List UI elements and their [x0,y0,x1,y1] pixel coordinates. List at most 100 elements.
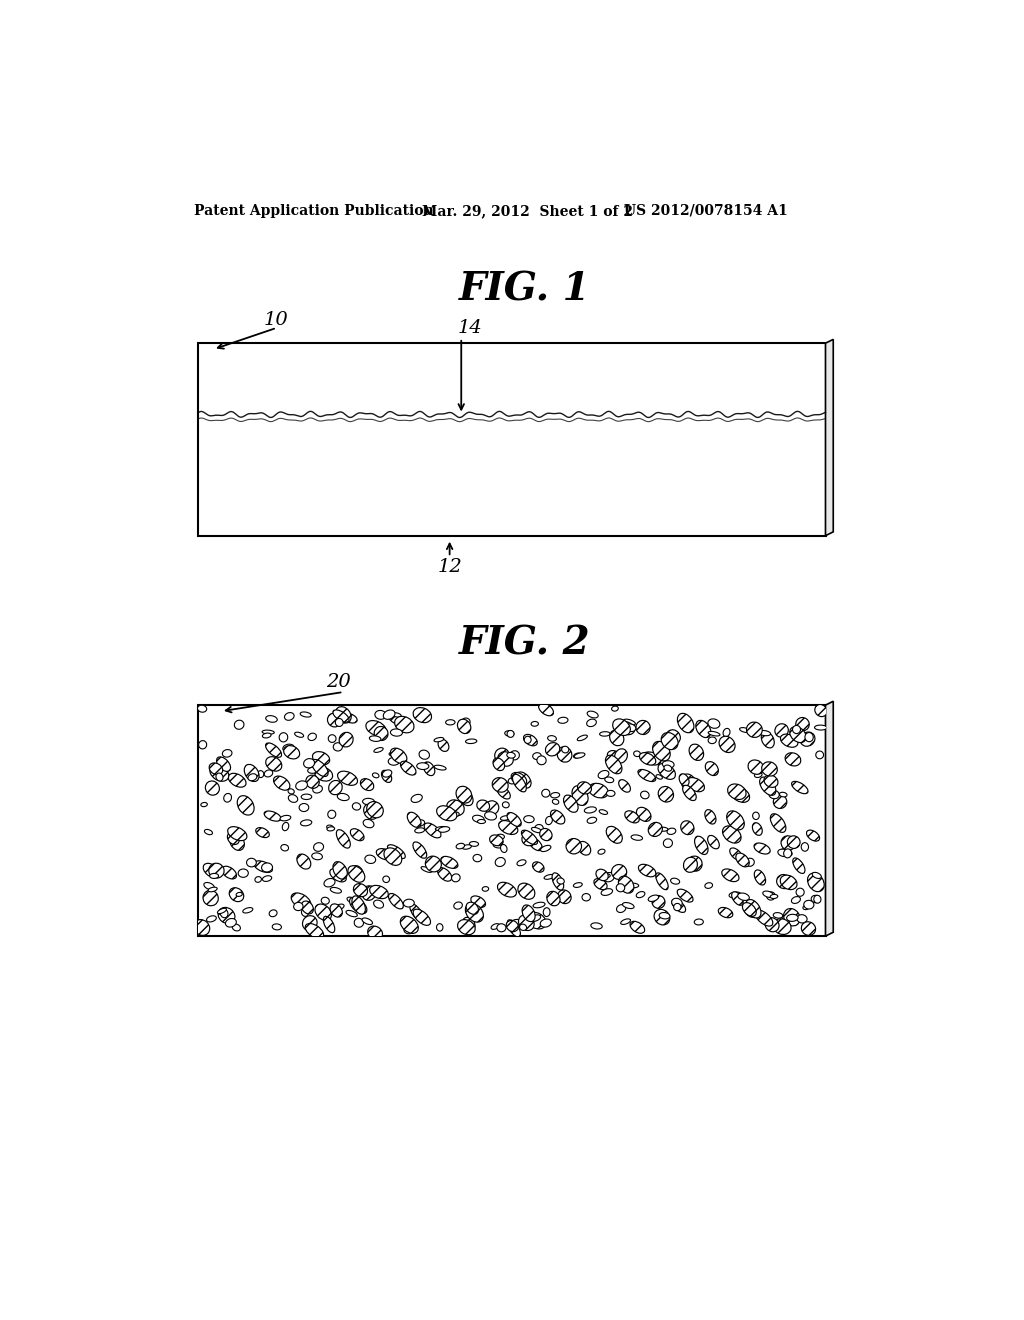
Ellipse shape [720,393,728,400]
Ellipse shape [814,363,823,372]
Ellipse shape [628,883,639,888]
Ellipse shape [337,793,349,801]
Ellipse shape [257,488,278,507]
Ellipse shape [291,503,304,520]
Ellipse shape [281,845,289,851]
Ellipse shape [728,389,739,397]
Ellipse shape [301,909,308,916]
Ellipse shape [761,500,777,517]
Ellipse shape [516,385,527,393]
Ellipse shape [360,779,374,791]
Ellipse shape [728,784,746,800]
Ellipse shape [256,351,267,360]
Ellipse shape [779,792,787,797]
Ellipse shape [434,436,449,447]
Ellipse shape [328,713,341,727]
Ellipse shape [680,356,693,366]
Ellipse shape [336,359,345,367]
Ellipse shape [392,397,399,403]
Ellipse shape [254,459,269,474]
Ellipse shape [790,726,806,743]
Ellipse shape [687,395,699,401]
Ellipse shape [210,874,218,878]
Ellipse shape [237,516,250,529]
Ellipse shape [572,785,588,805]
Ellipse shape [347,898,357,903]
Ellipse shape [652,742,670,760]
Ellipse shape [817,400,825,409]
Ellipse shape [362,380,374,387]
Ellipse shape [778,849,788,857]
Ellipse shape [583,351,593,356]
Ellipse shape [411,795,422,803]
Ellipse shape [340,345,350,354]
Ellipse shape [769,791,779,799]
Ellipse shape [223,400,234,409]
Ellipse shape [507,920,520,937]
Ellipse shape [477,800,489,812]
Ellipse shape [729,892,741,898]
Ellipse shape [677,444,691,459]
Ellipse shape [282,473,302,492]
Ellipse shape [390,857,397,861]
Ellipse shape [413,708,431,722]
Ellipse shape [701,372,712,381]
Ellipse shape [764,367,774,376]
Ellipse shape [628,370,636,378]
Ellipse shape [380,483,396,499]
Ellipse shape [497,834,505,840]
Ellipse shape [279,424,297,446]
Ellipse shape [379,371,389,380]
Ellipse shape [312,751,330,764]
Ellipse shape [580,392,592,400]
Ellipse shape [769,492,785,513]
Ellipse shape [628,422,644,440]
Ellipse shape [462,845,471,849]
Ellipse shape [658,763,676,779]
Ellipse shape [740,400,748,408]
Ellipse shape [756,359,770,364]
Ellipse shape [621,919,631,924]
Ellipse shape [196,359,209,368]
Ellipse shape [199,741,207,748]
Ellipse shape [623,379,630,384]
Ellipse shape [415,828,425,833]
Ellipse shape [415,820,425,826]
Ellipse shape [624,719,635,725]
Ellipse shape [673,404,682,411]
Ellipse shape [546,743,560,756]
Ellipse shape [223,793,231,803]
Ellipse shape [786,915,798,921]
Ellipse shape [539,704,554,715]
Ellipse shape [284,746,300,759]
Ellipse shape [425,857,441,873]
Ellipse shape [615,396,627,403]
Ellipse shape [403,927,413,933]
Ellipse shape [400,916,419,933]
Ellipse shape [765,917,779,932]
Ellipse shape [638,865,655,876]
Ellipse shape [554,399,566,407]
Ellipse shape [611,434,626,449]
Ellipse shape [497,924,506,932]
Ellipse shape [616,884,625,892]
Ellipse shape [641,791,649,799]
Ellipse shape [535,825,544,833]
Ellipse shape [438,395,452,404]
Ellipse shape [512,383,520,391]
Ellipse shape [347,523,367,536]
Ellipse shape [212,380,222,387]
Ellipse shape [524,380,536,389]
Ellipse shape [812,873,821,879]
Ellipse shape [652,895,665,908]
Ellipse shape [434,766,446,770]
Ellipse shape [546,816,552,825]
Ellipse shape [694,919,703,925]
Ellipse shape [540,486,557,507]
Ellipse shape [523,466,538,482]
Ellipse shape [203,438,218,453]
Ellipse shape [667,351,676,358]
Ellipse shape [609,494,626,511]
Ellipse shape [708,836,719,849]
Ellipse shape [350,352,359,359]
